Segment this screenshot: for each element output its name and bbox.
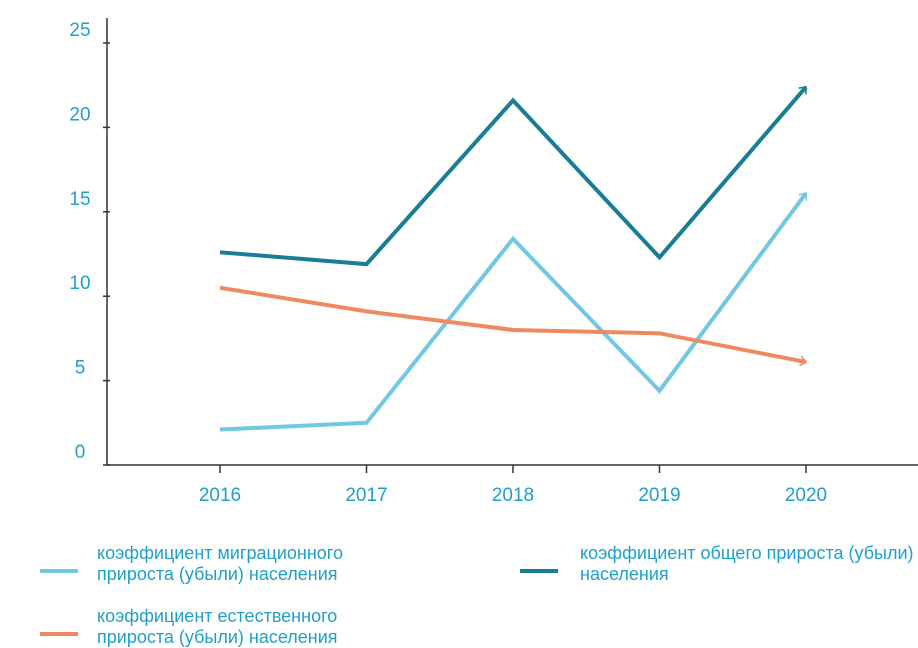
y-tick-label: 25 [69,20,90,41]
legend-label: коэффициент миграционного прироста (убыл… [97,543,343,584]
x-tick-label: 2018 [492,485,534,506]
x-tick-label: 2017 [345,485,387,506]
y-tick-label: 5 [75,358,86,379]
y-tick-label: 15 [69,189,90,210]
series-line [219,285,806,362]
x-tick-label: 2016 [199,485,241,506]
y-tick-label: 0 [75,442,86,463]
series-line [219,85,808,267]
legend-label: коэффициент естественного прироста (убыл… [97,606,338,647]
y-tick-label: 20 [69,104,90,125]
x-tick-label: 2019 [638,485,680,506]
series-line [219,192,808,432]
y-tick-label: 10 [69,273,90,294]
x-tick-label: 2020 [785,485,827,506]
legend-label: коэффициент общего прироста (убыли) насе… [580,543,914,584]
